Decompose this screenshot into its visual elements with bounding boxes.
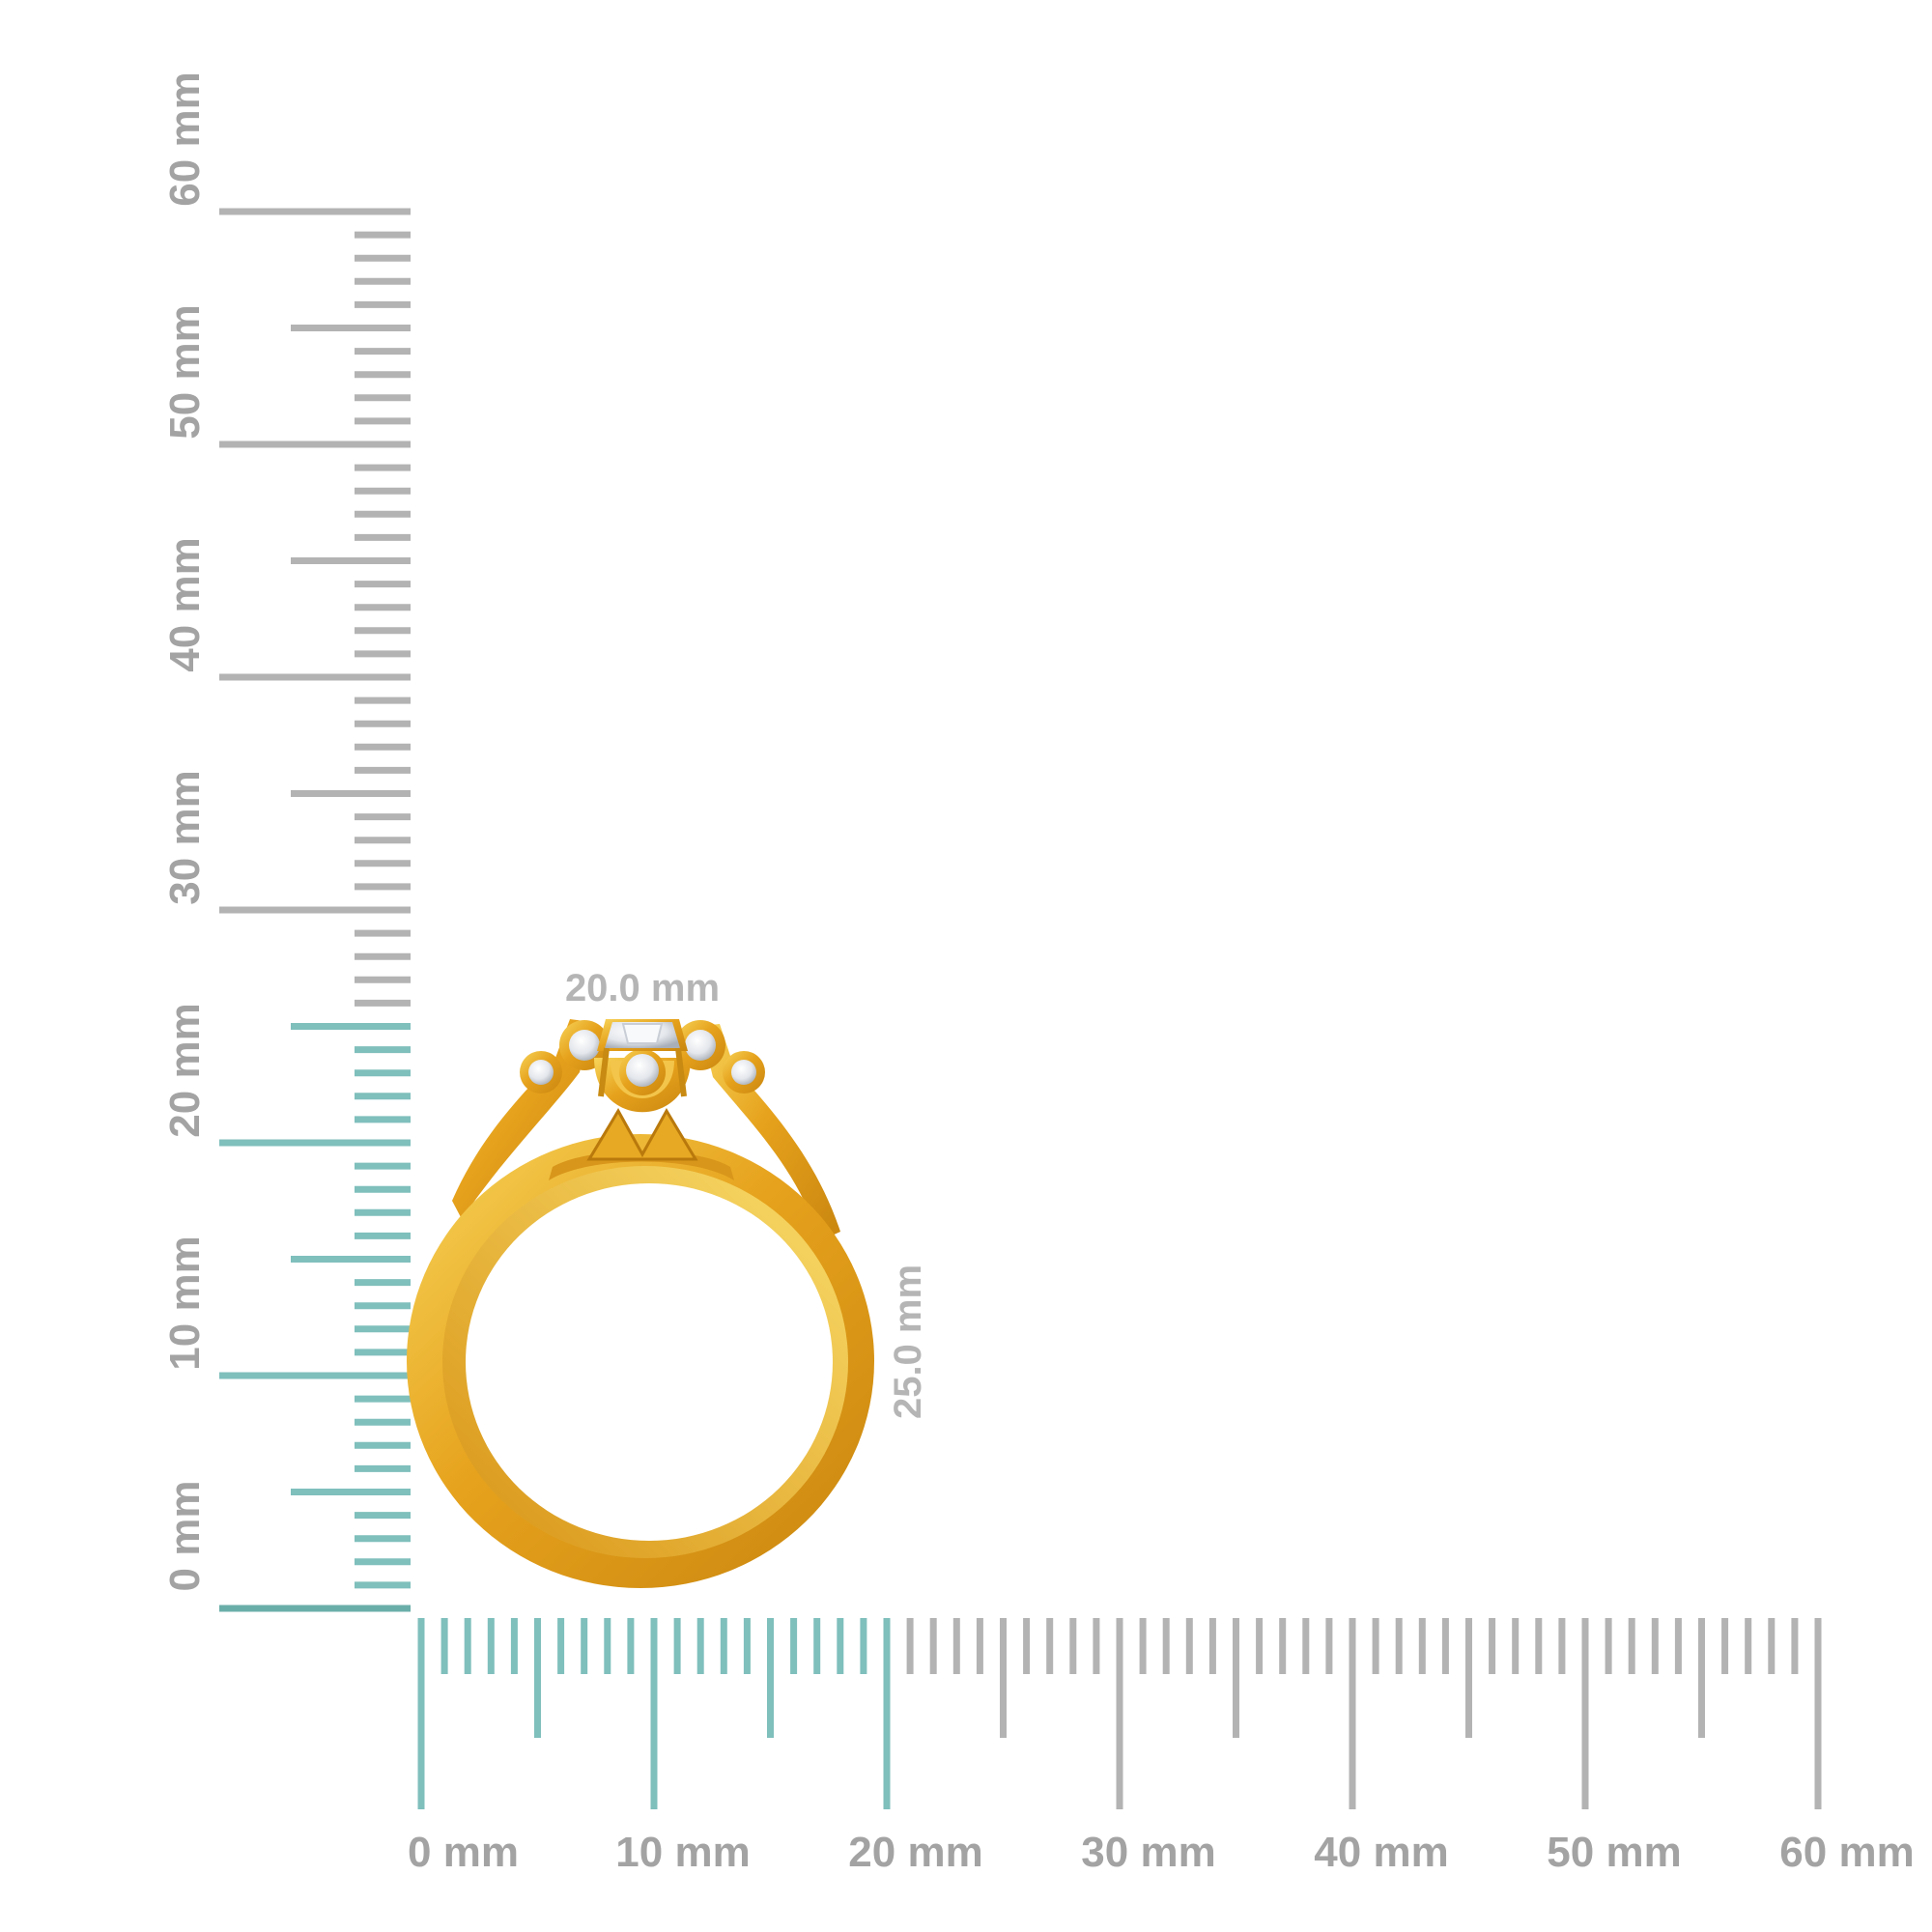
vertical-ruler-label: 30 mm [161, 770, 209, 904]
ring-gallery [586, 1108, 698, 1161]
vertical-ruler-label: 50 mm [161, 304, 209, 439]
vertical-ruler-label: 40 mm [161, 537, 209, 671]
height-label: 25.0 mm [887, 1264, 929, 1419]
horizontal-ruler-label: 20 mm [848, 1829, 982, 1876]
vertical-ruler-label: 10 mm [161, 1236, 209, 1370]
vertical-ruler-labels: 0 mm 10 mm 20 mm 30 mm 40 mm 50 mm 60 mm [161, 71, 209, 1591]
horizontal-ruler-label: 40 mm [1314, 1829, 1448, 1876]
top-width-label: 20.0 mm [565, 967, 720, 1009]
horizontal-ruler-label: 50 mm [1547, 1829, 1681, 1876]
horizontal-ruler-label: 60 mm [1779, 1829, 1914, 1876]
horizontal-ruler-label: 0 mm [408, 1829, 519, 1876]
horizontal-ruler-labels: 0 mm 10 mm 20 mm 30 mm 40 mm 50 mm 60 mm [408, 1829, 1915, 1876]
horizontal-ruler-label: 30 mm [1081, 1829, 1215, 1876]
vertical-ruler-label: 0 mm [161, 1481, 209, 1592]
vertical-ruler-label: 20 mm [161, 1003, 209, 1137]
ring-band-inner [466, 1183, 833, 1541]
horizontal-ruler-label: 10 mm [615, 1829, 750, 1876]
ring-head [520, 1019, 765, 1113]
vertical-ruler [219, 208, 411, 1612]
vertical-ruler-label: 60 mm [161, 71, 209, 206]
horizontal-ruler [417, 1618, 1822, 1809]
ring-image [407, 1019, 874, 1588]
